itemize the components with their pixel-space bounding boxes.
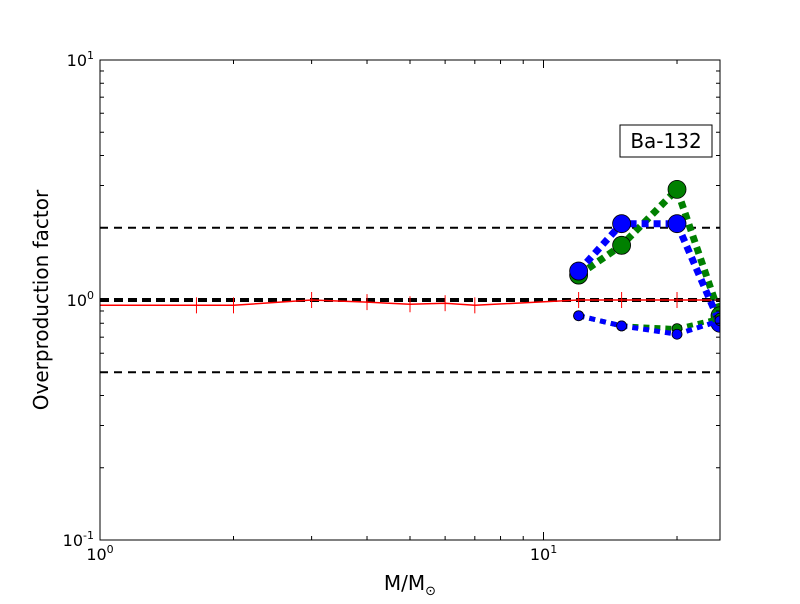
y-axis-title: Overproduction factor xyxy=(29,189,53,410)
y-tick-exponent: -1 xyxy=(83,529,94,542)
x-tick-label-1: 101 xyxy=(530,543,557,564)
series-line-4 xyxy=(578,313,720,337)
x-tick-exponent: 1 xyxy=(550,543,557,556)
annotation-box: Ba-132 xyxy=(619,124,713,158)
series-line-1 xyxy=(576,182,720,317)
x-tick-exponent: 0 xyxy=(107,543,114,556)
series-2-point-1 xyxy=(612,214,632,234)
x-tick-label-0: 100 xyxy=(86,543,113,564)
y-tick-exponent: 0 xyxy=(87,289,94,302)
x-axis-title-main: M/M xyxy=(384,571,425,595)
series-2-point-0 xyxy=(569,261,589,281)
x-tick-base: 10 xyxy=(86,545,106,564)
x-axis-title: M/M⊙ xyxy=(384,571,436,599)
x-axis-title-sub: ⊙ xyxy=(425,584,436,599)
y-tick-label-1: 100 xyxy=(67,289,94,310)
x-tick-base: 10 xyxy=(530,545,550,564)
series-line-0 xyxy=(100,299,720,307)
y-tick-exponent: 1 xyxy=(87,49,94,62)
series-2-point-2 xyxy=(667,214,687,234)
series-1-point-2 xyxy=(667,179,687,199)
y-tick-label-2: 101 xyxy=(67,49,94,70)
series-4-point-1 xyxy=(616,320,628,332)
annotation-label: Ba-132 xyxy=(630,129,701,153)
series-4-point-0 xyxy=(573,310,585,322)
series-line-2 xyxy=(576,220,720,325)
y-tick-base: 10 xyxy=(63,531,83,550)
plot-content xyxy=(100,179,720,374)
series-4-point-2 xyxy=(671,328,683,340)
y-tick-base: 10 xyxy=(67,291,87,310)
annotation-frame xyxy=(619,124,713,158)
series-1-point-1 xyxy=(612,235,632,255)
y-tick-label-0: 10-1 xyxy=(63,529,94,550)
y-tick-base: 10 xyxy=(67,51,87,70)
